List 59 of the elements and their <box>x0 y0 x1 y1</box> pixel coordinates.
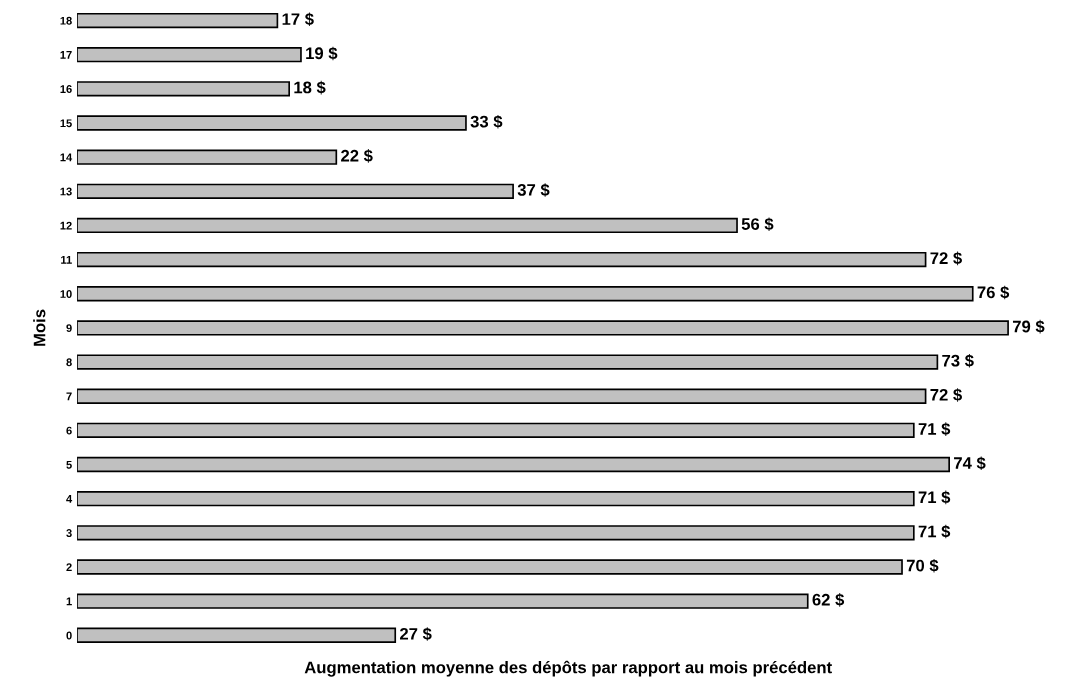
bar <box>77 251 927 268</box>
data-label: 33 $ <box>470 114 503 129</box>
data-label: 56 $ <box>741 217 774 232</box>
bar <box>77 149 338 165</box>
bar <box>77 354 939 370</box>
bar <box>77 388 927 404</box>
data-label: 62 $ <box>812 593 845 607</box>
y-tick-label: 14 <box>60 153 73 162</box>
bar <box>77 286 974 302</box>
data-label: 18 $ <box>294 80 326 95</box>
bar <box>77 12 279 29</box>
data-label: 71 $ <box>918 490 951 505</box>
data-label: 79 $ <box>1012 319 1045 334</box>
data-label: 37 $ <box>517 183 550 197</box>
y-tick-label: 0 <box>66 631 72 640</box>
bar <box>77 593 809 609</box>
bar <box>77 183 514 199</box>
y-tick-label: 7 <box>66 392 72 401</box>
y-tick-label: 17 <box>60 51 72 59</box>
data-label: 70 $ <box>906 558 939 573</box>
data-label: 71 $ <box>918 422 951 436</box>
y-axis-title: Mois <box>33 309 46 346</box>
bar <box>77 525 915 541</box>
data-label: 22 $ <box>341 149 373 163</box>
data-label: 76 $ <box>977 285 1010 300</box>
bar <box>77 217 738 234</box>
x-axis-title: Augmentation moyenne des dépôts par rapport au mois précédent <box>304 660 832 677</box>
data-label: 27 $ <box>399 627 432 641</box>
y-tick-label: 3 <box>66 529 72 537</box>
bar <box>77 491 915 507</box>
data-label: 72 $ <box>930 388 962 402</box>
y-tick-label: 11 <box>61 255 72 264</box>
data-label: 74 $ <box>954 456 986 471</box>
data-label: 71 $ <box>918 524 951 539</box>
y-tick-label: 15 <box>60 119 72 128</box>
y-tick-label: 5 <box>66 460 72 469</box>
bar <box>77 47 302 63</box>
data-label: 19 $ <box>306 46 338 61</box>
y-tick-label: 10 <box>60 290 72 298</box>
y-tick-label: 1 <box>66 597 72 606</box>
y-tick-label: 8 <box>66 358 72 367</box>
y-tick-label: 18 <box>60 16 72 25</box>
data-label: 73 $ <box>942 354 974 368</box>
y-tick-label: 12 <box>60 221 72 230</box>
y-tick-label: 9 <box>66 324 72 333</box>
y-tick-label: 6 <box>66 426 72 435</box>
data-label: 17 $ <box>282 12 314 27</box>
y-tick-label: 2 <box>66 563 72 572</box>
data-label: 72 $ <box>930 251 962 266</box>
bar <box>77 115 467 131</box>
bar <box>77 81 291 97</box>
bar <box>77 456 950 473</box>
y-tick-label: 13 <box>60 187 72 196</box>
y-tick-label: 4 <box>66 495 73 503</box>
bar <box>77 627 397 643</box>
bar <box>77 559 903 575</box>
bar <box>77 422 915 439</box>
y-tick-label: 16 <box>60 85 72 93</box>
bar <box>77 320 1009 336</box>
